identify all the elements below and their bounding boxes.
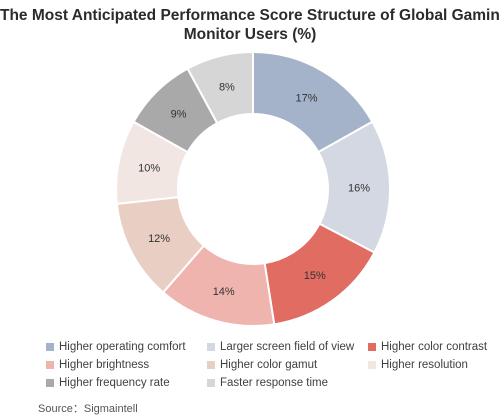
legend-label: Faster response time <box>220 377 329 389</box>
slice-value-label-6: 10% <box>138 163 160 175</box>
legend-swatch <box>207 343 215 351</box>
legend-item-6: Higher resolution <box>368 358 486 372</box>
slice-value-label-8: 8% <box>219 81 235 93</box>
legend-swatch <box>46 343 54 351</box>
legend-label: Higher brightness <box>59 359 150 371</box>
chart-title-line-2: Monitor Users (%) <box>183 26 317 43</box>
legend-label: Higher resolution <box>381 359 468 371</box>
chart-title: The Most Anticipated Performance Score S… <box>0 6 500 44</box>
legend-swatch <box>207 379 215 387</box>
legend-swatch <box>46 361 54 369</box>
legend-item-3: Higher color contrast <box>368 340 488 354</box>
slice-value-label-2: 16% <box>348 182 370 194</box>
legend-label: Higher frequency rate <box>59 377 170 389</box>
legend-item-5: Higher color gamut <box>207 358 368 372</box>
legend-label: Higher operating comfort <box>59 341 186 353</box>
donut-chart: 17% 16% 15% 14% 12% 10% 9% 8% <box>115 50 391 327</box>
legend-item-7: Higher frequency rate <box>46 376 207 390</box>
chart-title-line-1: The Most Anticipated Performance Score S… <box>0 7 500 24</box>
legend-item-4: Higher brightness <box>46 358 207 372</box>
slice-value-label-5: 12% <box>148 233 170 245</box>
slice-value-label-7: 9% <box>171 108 187 120</box>
legend-item-1: Higher operating comfort <box>46 340 207 354</box>
legend-swatch <box>368 343 376 351</box>
slice-value-label-4: 14% <box>213 286 235 298</box>
legend-label: Higher color contrast <box>381 341 488 353</box>
legend-swatch <box>207 361 215 369</box>
legend-swatch <box>46 379 54 387</box>
legend-item-2: Larger screen field of view <box>207 340 368 354</box>
legend-swatch <box>368 361 376 369</box>
legend-item-8: Faster response time <box>207 376 368 390</box>
slice-value-label-3: 15% <box>304 270 326 282</box>
source-note: Source：Sigmaintell <box>38 403 138 415</box>
slice-value-label-1: 17% <box>295 92 317 104</box>
legend-label: Higher color gamut <box>220 359 318 371</box>
donut-slice-8 <box>186 50 254 125</box>
legend-label: Larger screen field of view <box>220 341 355 353</box>
chart-legend: Higher operating comfort Larger screen fi… <box>46 340 488 390</box>
